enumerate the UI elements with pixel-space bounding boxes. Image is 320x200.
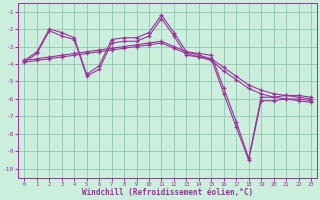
X-axis label: Windchill (Refroidissement éolien,°C): Windchill (Refroidissement éolien,°C) bbox=[82, 188, 253, 197]
